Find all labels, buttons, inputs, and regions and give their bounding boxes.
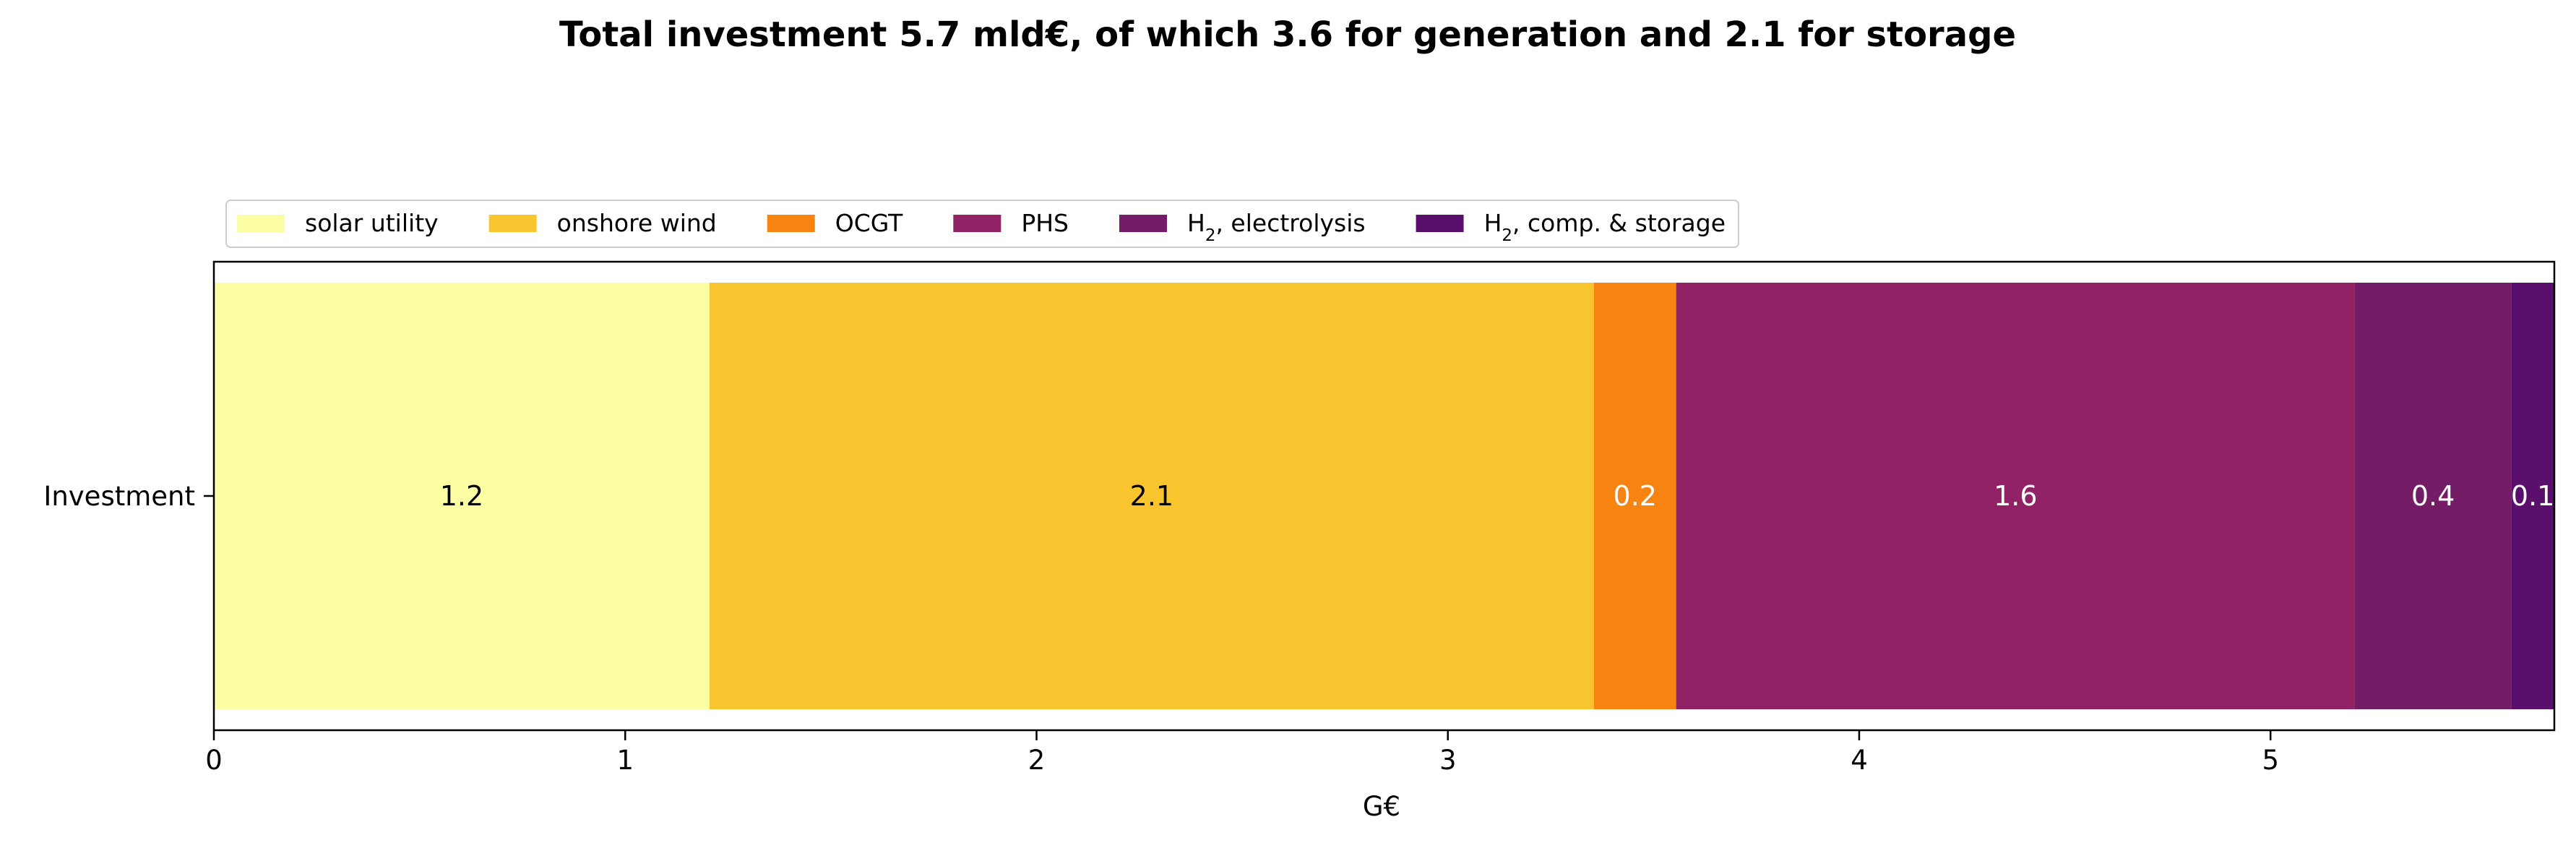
legend-label: solar utility [305,209,439,237]
legend-item-onshore-wind: onshore wind [488,209,717,237]
legend-label: PHS [1021,209,1069,237]
bar-segment-phs [1676,283,2355,709]
x-tick-label: 2 [1028,745,1046,776]
x-tick-label: 5 [2262,745,2279,776]
x-axis-ticks: 0 1 2 3 4 5 [205,730,2279,776]
legend-label: H2, comp. & storage [1484,209,1726,245]
bar-segment-h2-electrolysis [2354,283,2512,709]
bar-segment-solar-utility [214,283,710,709]
y-tick-label: Investment [43,481,195,512]
legend-item-ocgt: OCGT [767,209,903,237]
legend: solar utility onshore wind OCGT PHS H2, elec… [225,200,1740,248]
data-label-phs: 1.6 [1994,480,2037,512]
bar-segment-ocgt [1593,283,1676,709]
legend-swatch [767,215,815,232]
legend-swatch [488,215,537,232]
legend-swatch [237,215,285,232]
legend-label: onshore wind [557,209,717,237]
legend-item-h2-comp-storage: H2, comp. & storage [1416,209,1726,245]
bar-segments [214,283,2554,709]
y-axis-ticks: Investment [43,481,214,512]
legend-item-phs: PHS [953,209,1069,237]
legend-swatch [1119,215,1167,232]
bar-segment-onshore-wind [709,283,1594,709]
legend-swatch [953,215,1001,232]
chart-title: Total investment 5.7 mld€, of which 3.6 … [559,14,2016,55]
x-tick-label: 4 [1851,745,1868,776]
x-axis-label: G€ [1363,791,1400,822]
data-label-onshore-wind: 2.1 [1130,480,1173,512]
data-label-ocgt: 0.2 [1614,480,1657,512]
data-label-h2-comp-storage: 0.1 [2511,480,2554,512]
data-label-solar-utility: 1.2 [440,480,483,512]
data-label-h2-electrolysis: 0.4 [2411,480,2455,512]
legend-swatch [1416,215,1464,232]
legend-item-h2-electrolysis: H2, electrolysis [1119,209,1366,245]
x-tick-label: 0 [205,745,223,776]
data-labels: 1.2 2.1 0.2 1.6 0.4 0.1 [440,480,2555,512]
legend-label: H2, electrolysis [1187,209,1366,245]
x-tick-label: 1 [616,745,634,776]
legend-item-solar-utility: solar utility [237,209,439,237]
x-tick-label: 3 [1439,745,1457,776]
bar-segment-h2-comp-storage [2511,283,2554,709]
legend-label: OCGT [835,209,903,237]
